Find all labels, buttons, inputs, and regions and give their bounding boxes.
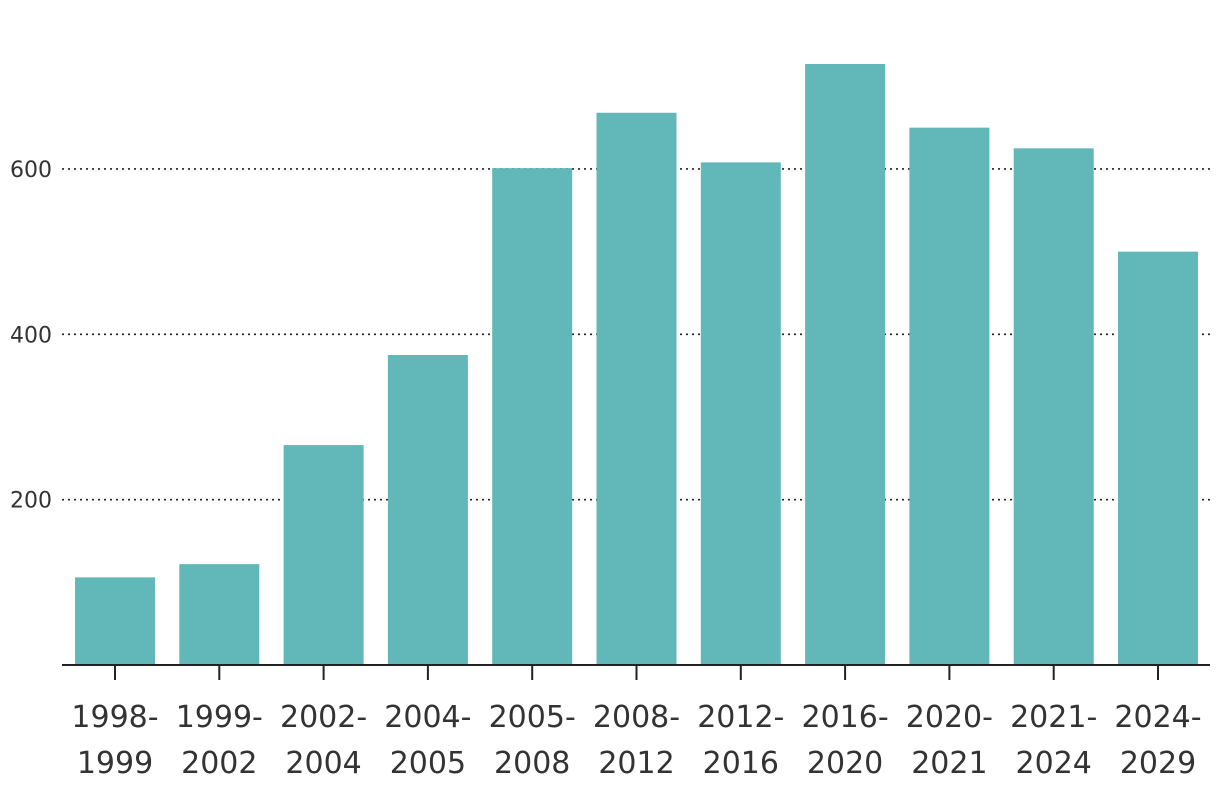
x-tick-label-line: 1999	[77, 746, 153, 781]
x-tick-label-line: 2020	[807, 746, 883, 781]
x-tick-label-line: 2008	[494, 746, 570, 781]
x-tick-label-line: 2005	[390, 746, 466, 781]
x-tick-label: 2005- 2008	[489, 700, 576, 781]
x-tick-label-line: 2002-	[280, 700, 367, 735]
x-tick-label: 2021- 2024	[1010, 700, 1097, 781]
bar	[179, 564, 260, 665]
x-tick-labels: 1998- 1999 1999- 2002 2002- 2004 2004- 2005 2005…	[71, 700, 1201, 781]
x-tick-label: 2024- 2029	[1114, 700, 1201, 781]
x-tick-label-line: 2029	[1120, 746, 1196, 781]
x-tick-label: 2016- 2020	[802, 700, 889, 781]
x-tick-label-line: 2024-	[1114, 700, 1201, 735]
bar	[596, 112, 677, 665]
bar	[805, 63, 886, 666]
y-tick-label: 400	[10, 323, 52, 348]
x-tick-label-line: 2012	[598, 746, 674, 781]
bar	[75, 577, 155, 665]
x-tick-label-line: 2024	[1016, 746, 1092, 781]
x-tick-label-line: 2020-	[906, 700, 993, 735]
bar	[387, 354, 468, 665]
y-tick-labels: 200 400 600	[10, 158, 52, 514]
x-tick-label-line: 1999-	[176, 700, 263, 735]
x-tick-label-line: 2021	[911, 746, 987, 781]
x-tick-label: 2012- 2016	[697, 700, 784, 781]
bars	[75, 63, 1198, 666]
x-tick-label-line: 2021-	[1010, 700, 1097, 735]
x-ticks	[114, 665, 1159, 680]
bar	[700, 162, 781, 665]
x-tick-label: 2008- 2012	[593, 700, 680, 781]
x-tick-label: 1999- 2002	[176, 700, 263, 781]
x-tick-label: 1998- 1999	[71, 700, 158, 781]
bar	[492, 168, 573, 665]
x-tick-label: 2004- 2005	[384, 700, 471, 781]
x-tick-label-line: 2016-	[802, 700, 889, 735]
x-tick-label: 2002- 2004	[280, 700, 367, 781]
bar	[1118, 251, 1198, 665]
x-tick-label-line: 2008-	[593, 700, 680, 735]
x-tick-label-line: 2005-	[489, 700, 576, 735]
y-tick-label: 200	[10, 489, 52, 514]
bar	[1013, 148, 1094, 665]
x-tick-label-line: 2002	[181, 746, 257, 781]
x-tick-label-line: 2004	[285, 746, 361, 781]
x-tick-label: 2020- 2021	[906, 700, 993, 781]
x-tick-label-line: 2012-	[697, 700, 784, 735]
bar	[283, 445, 364, 665]
y-tick-label: 600	[10, 158, 52, 183]
bar	[909, 127, 990, 665]
x-tick-label-line: 2016	[703, 746, 779, 781]
x-tick-label-line: 2004-	[384, 700, 471, 735]
x-tick-label-line: 1998-	[71, 700, 158, 735]
